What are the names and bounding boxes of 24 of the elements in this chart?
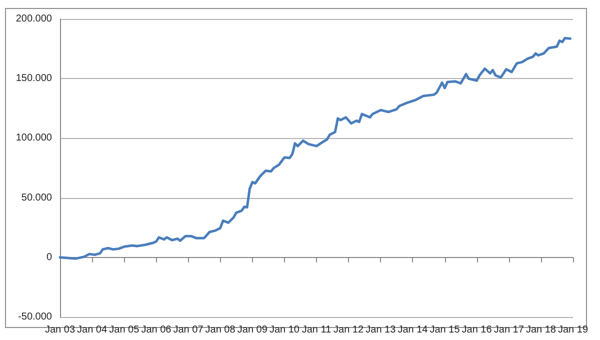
x-tick-label: Jan 18: [526, 324, 556, 336]
x-tick-label: Jan 08: [205, 324, 236, 336]
x-tick-label: Jan 06: [141, 324, 172, 336]
x-tick-label: Jan 11: [302, 324, 332, 336]
x-tick-label: Jan 07: [173, 324, 204, 336]
x-tick-label: Jan 13: [366, 324, 396, 336]
y-tick-label: 50.000: [21, 192, 52, 204]
x-tick-label: Jan 10: [269, 324, 300, 336]
x-tick-label: Jan 12: [334, 324, 364, 336]
x-tick-label: Jan 03: [44, 324, 76, 336]
y-tick-label: 100.000: [16, 132, 52, 144]
x-tick-label: Jan 19: [558, 324, 588, 336]
y-tick-label: -50.000: [18, 312, 52, 322]
x-tick-label: Jan 16: [462, 324, 492, 336]
x-tick-label: Jan 17: [494, 324, 524, 336]
x-tick-label: Jan 09: [237, 324, 268, 336]
y-tick-label: 200.000: [16, 14, 52, 24]
x-tick-label: Jan 15: [430, 324, 460, 336]
line-series: [58, 36, 572, 260]
y-tick-label: 0: [46, 252, 52, 263]
x-tick-label: Jan 05: [109, 324, 140, 336]
x-tick-label: Jan 14: [398, 324, 428, 336]
y-tick-label: 150.000: [16, 73, 52, 84]
x-tick-label: Jan 04: [77, 324, 108, 336]
